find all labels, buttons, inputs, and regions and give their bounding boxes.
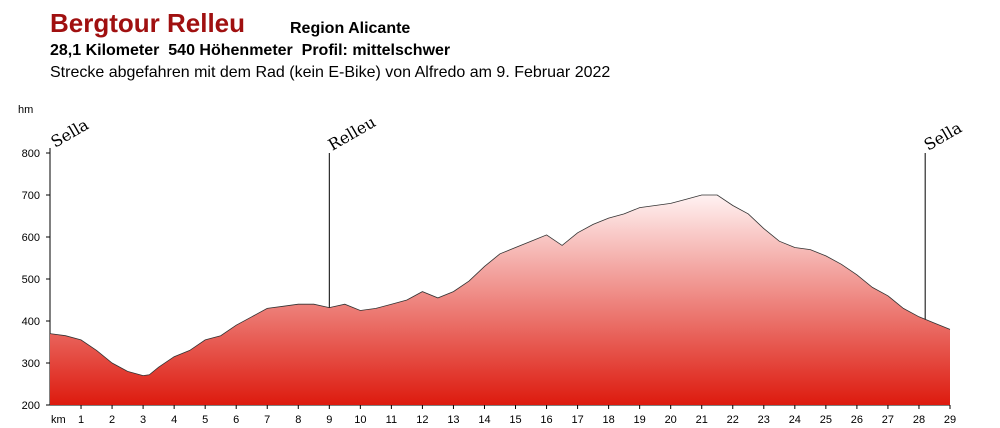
x-tick-label: 5: [202, 414, 208, 426]
elevation-line: [49, 194, 951, 377]
x-tick-label: 2: [109, 414, 115, 426]
route-description: Strecke abgefahren mit dem Rad (kein E-B…: [50, 64, 611, 81]
place-label: Sella: [921, 118, 966, 155]
y-tick-label: 500: [22, 274, 40, 286]
x-tick-label: 25: [820, 414, 832, 426]
elevation-area: [50, 195, 950, 405]
x-tick-label: 10: [354, 414, 366, 426]
x-tick-label: 24: [789, 414, 801, 426]
x-tick-label: 12: [416, 414, 428, 426]
x-axis: km 1 2 3 4 5 6 7 8 9 10 11 12 13 14 15 16 17 18 19 20 21 22 23 2…: [50, 404, 956, 426]
x-tick-label: 28: [913, 414, 925, 426]
x-tick-label: 4: [171, 414, 177, 426]
x-tick-label: 20: [665, 414, 677, 426]
x-tick-label: 6: [233, 414, 239, 426]
y-tick-label: 200: [22, 400, 40, 412]
y-tick-label: 700: [22, 190, 40, 202]
x-tick-label: 9: [326, 414, 332, 426]
x-tick-label: 13: [447, 414, 459, 426]
y-tick-label: 800: [22, 148, 40, 160]
route-stats: 28,1 Kilometer 540 Höhenmeter Profil: mi…: [50, 42, 451, 59]
x-tick-label: 8: [295, 414, 301, 426]
chart-title: Bergtour Relleu: [50, 8, 246, 38]
x-tick-label: 19: [634, 414, 646, 426]
x-tick-label: 29: [944, 414, 956, 426]
place-label: Relleu: [325, 112, 379, 154]
x-tick-label: 18: [602, 414, 614, 426]
x-tick-label: 21: [696, 414, 708, 426]
region-label: Region Alicante: [290, 20, 411, 37]
x-tick-label: 17: [571, 414, 583, 426]
y-tick-label: 300: [22, 358, 40, 370]
x-tick-label: 27: [882, 414, 894, 426]
x-tick-label: 23: [758, 414, 770, 426]
x-tick-label: 22: [727, 414, 739, 426]
x-tick-label: 7: [264, 414, 270, 426]
y-tick-label: 600: [22, 232, 40, 244]
place-label: Sella: [48, 115, 93, 152]
x-tick-label: 26: [851, 414, 863, 426]
y-axis-unit: hm: [18, 104, 33, 116]
x-tick-label: 16: [540, 414, 552, 426]
y-axis: hm 200 300 400 500 600 700 800: [18, 104, 51, 412]
x-tick-label: 3: [140, 414, 146, 426]
x-axis-unit: km: [51, 414, 66, 426]
x-tick-label: 1: [78, 414, 84, 426]
x-tick-label: 15: [509, 414, 521, 426]
x-tick-label: 14: [478, 414, 490, 426]
x-tick-label: 11: [386, 414, 397, 426]
y-tick-label: 400: [22, 316, 40, 328]
